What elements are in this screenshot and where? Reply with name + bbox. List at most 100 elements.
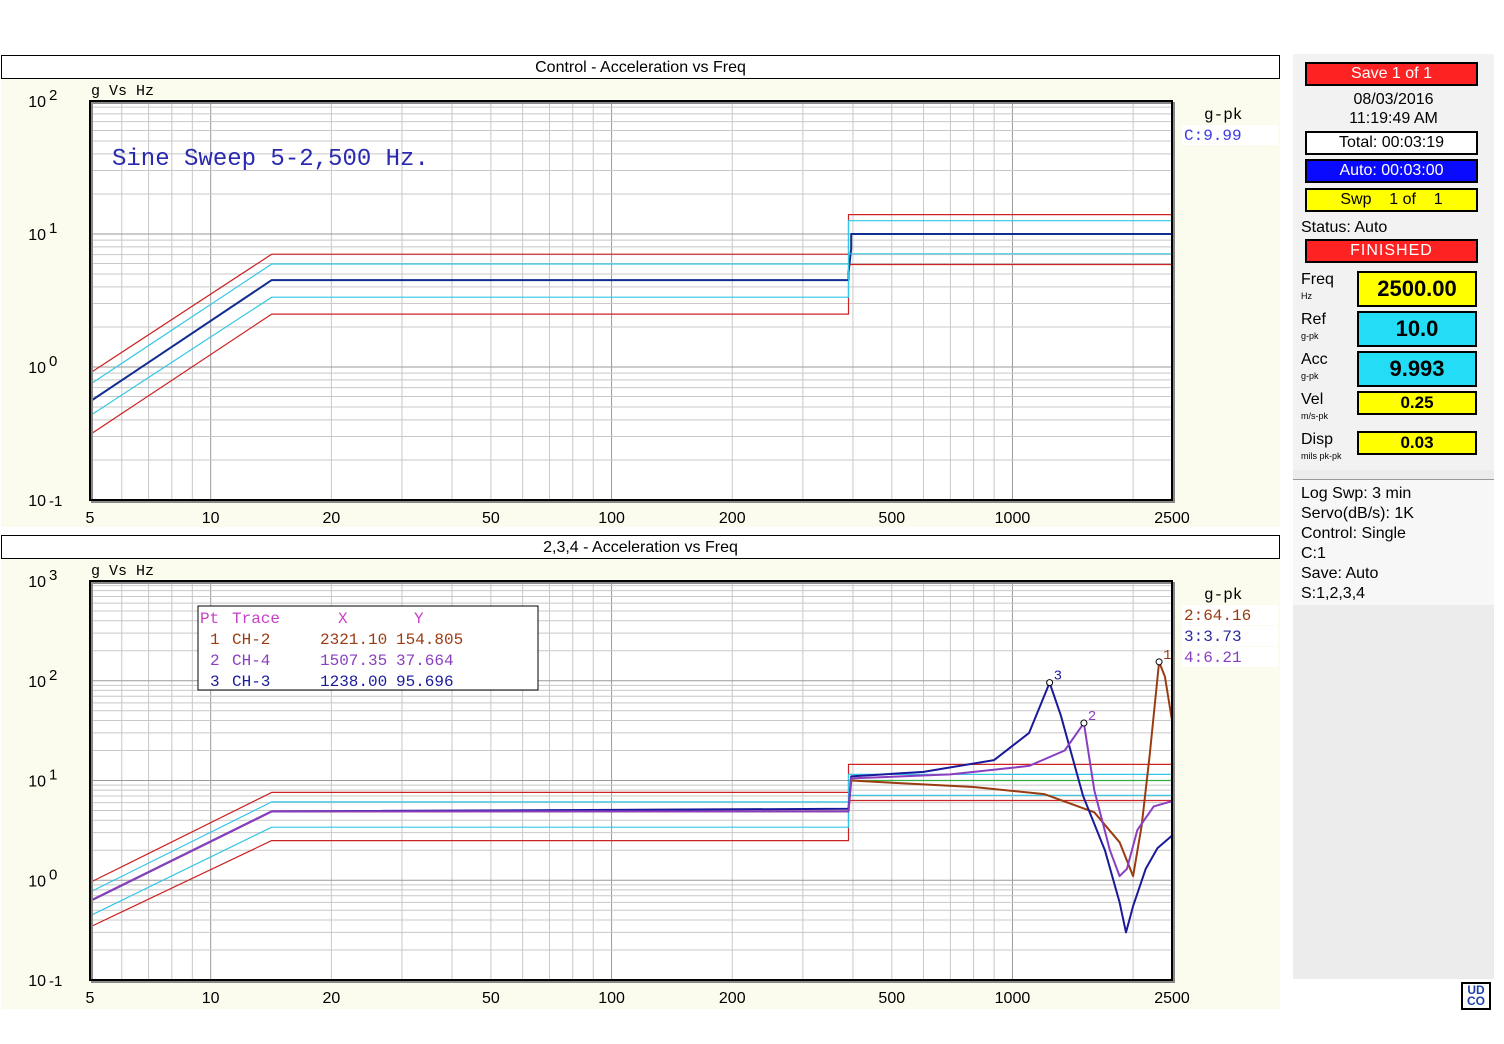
plot-area [90,101,1172,500]
chart1-title: Control - Acceleration vs Freq [1,55,1280,79]
logo-line-1: UD [1467,983,1485,997]
y-tick-exponent: 2 [49,87,57,104]
y-tick-exponent: -1 [49,493,62,510]
legend-entry: C:9.99 [1184,127,1242,145]
y-tick-base: 10 [28,94,46,111]
y-tick-base: 10 [28,493,46,510]
marker-table-cell: 2 [210,652,220,670]
legend-entry: 4:6.21 [1184,649,1242,667]
marker-table-box [197,605,539,691]
y-tick-exponent: 0 [49,866,57,883]
marker-table-cell: 154.805 [396,631,463,649]
y-tick-exponent: 1 [49,767,57,784]
x-tick-label: 1000 [995,990,1031,1007]
y-tick-exponent: -1 [49,973,62,990]
ref-value: 10.0 [1357,311,1477,347]
ref-label: Ref [1301,311,1326,328]
x-tick-label: 10 [202,990,220,1007]
y-tick-base: 10 [28,227,46,244]
marker-label-1: 1 [1163,648,1171,664]
vel-value: 0.25 [1357,391,1477,415]
marker-table-header: Trace [232,610,280,628]
x-tick-label: 200 [719,990,746,1007]
legend-header: g-pk [1204,106,1242,124]
status-label: Status: Auto [1301,219,1388,236]
x-tick-label: 20 [322,990,340,1007]
x-tick-label: 100 [598,990,625,1007]
x-tick-label: 2500 [1154,990,1190,1007]
legend-entry-bg [1182,626,1278,646]
marker-table-cell: 1507.35 [320,652,387,670]
limit-line-red-lower [89,799,1172,928]
y-tick-base: 10 [28,774,46,791]
save-counter: Save 1 of 1 [1305,62,1478,86]
marker-label-2: 2 [1088,709,1096,725]
status-panel-top: Save 1 of 1 08/03/2016 11:19:49 AM Total… [1293,54,1494,470]
disp-unit: mils pk-pk [1301,451,1342,461]
x-tick-label: 10 [202,510,220,527]
freq-label: Freq [1301,271,1334,288]
plot-shadow [91,582,1175,983]
marker-point-2 [1080,719,1088,727]
marker-label-3: 3 [1054,669,1062,685]
marker-table-cell: CH-4 [232,652,270,670]
x-tick-label: 5 [86,510,95,527]
total-time: Total: 00:03:19 [1305,131,1478,155]
x-tick-label: 500 [878,510,905,527]
sweep-counter: Swp 1 of 1 [1305,188,1478,212]
x-tick-label: 2500 [1154,510,1190,527]
y-tick-base: 10 [28,973,46,990]
limit-line-cyan-lower [89,794,1172,917]
plot-frame [89,580,1173,981]
legend-entry-bg [1182,605,1278,625]
marker-table-cell: 3 [210,673,220,691]
freq-unit: Hz [1301,291,1312,301]
marker-table-header: Pt [200,610,219,628]
legend-entry-bg [1182,125,1278,145]
acc-unit: g-pk [1301,371,1319,381]
y-tick-exponent: 3 [49,567,57,584]
x-tick-label: 5 [86,990,95,1007]
legend-entry: 2:64.16 [1184,607,1251,625]
y-tick-base: 10 [28,574,46,591]
chart-annotation: Sine Sweep 5-2,500 Hz. [112,146,429,173]
y-tick-exponent: 2 [49,667,57,684]
marker-table-header: X [338,610,348,628]
x-tick-label: 200 [719,510,746,527]
legend-entry: 3:3.73 [1184,628,1242,646]
finished-badge: FINISHED [1305,239,1478,263]
marker-table-cell: 95.696 [396,673,454,691]
limit-line-red-lower [89,263,1172,436]
chart2-panel: 1 2 3 5 10 20 50 100 200 500 1000 2500 10 3 10 2 10 1 10 0 1… [1,559,1280,1009]
marker-table-cell: CH-2 [232,631,270,649]
y-tick-base: 10 [28,360,46,377]
info-control: Control: Single [1301,525,1406,542]
x-tick-label: 50 [482,510,500,527]
status-panel: Save 1 of 1 08/03/2016 11:19:49 AM Total… [1293,54,1494,979]
marker-table-cell: 1238.00 [320,673,387,691]
info-saved-channels: S:1,2,3,4 [1301,585,1366,602]
y-tick-base: 10 [28,873,46,890]
marker-table-header: Y [414,610,424,628]
x-tick-label: 1000 [995,510,1031,527]
info-servo: Servo(dB/s): 1K [1301,505,1414,522]
y-tick-exponent: 0 [49,353,57,370]
freq-value: 2500.00 [1357,271,1477,307]
x-tick-label: 500 [878,990,905,1007]
y-axis-label: g Vs Hz [91,563,154,580]
legend-header: g-pk [1204,586,1242,604]
marker-table-cell: 1 [210,631,220,649]
date-text: 08/03/2016 [1353,91,1434,108]
y-tick-exponent: 1 [49,220,57,237]
info-log-sweep: Log Swp: 3 min [1301,485,1412,502]
y-axis-label: g Vs Hz [91,83,154,100]
time-text: 11:19:49 AM [1349,110,1438,127]
disp-label: Disp [1301,431,1334,448]
marker-table: Pt Trace X Y 1 CH-2 2321.10 154.805 2 CH-4 1507.35… [197,605,539,691]
chart2-title: 2,3,4 - Acceleration vs Freq [1,535,1280,559]
logo-line-2: CO [1467,994,1485,1008]
x-tick-label: 20 [322,510,340,527]
vel-label: Vel [1301,391,1324,408]
